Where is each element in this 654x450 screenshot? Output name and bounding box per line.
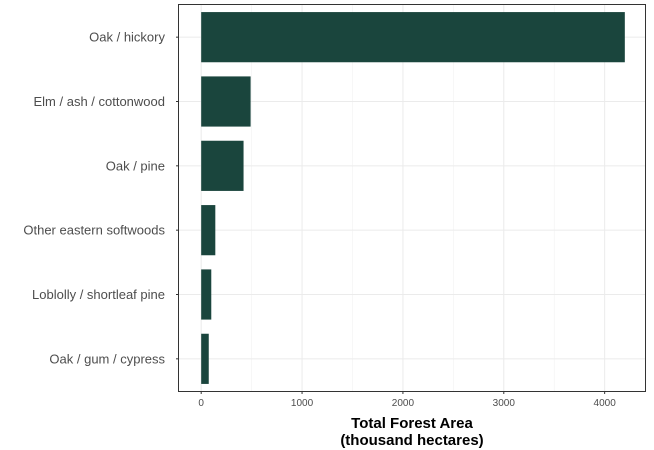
x-tick-labels: 0 1000 2000 3000 4000 — [198, 398, 616, 409]
bar — [201, 269, 212, 320]
axis-ticks — [176, 36, 606, 394]
bar — [201, 12, 625, 63]
x-tick-label: 3000 — [493, 398, 516, 409]
bar — [201, 76, 251, 127]
major-gridlines — [179, 5, 645, 391]
category-label: Oak / gum / cypress — [49, 351, 165, 366]
bar — [201, 205, 216, 256]
minor-gridlines — [251, 5, 555, 391]
category-label: Loblolly / shortleaf pine — [32, 287, 165, 302]
category-label: Other eastern softwoods — [23, 223, 165, 238]
bars — [201, 12, 625, 384]
category-label: Oak / pine — [106, 158, 165, 173]
category-labels: Oak / hickory Elm / ash / cottonwood Oak /… — [23, 30, 165, 367]
bar — [201, 140, 244, 191]
x-tick-label: 4000 — [594, 398, 617, 409]
x-axis-title-line2: (thousand hectares) — [340, 432, 483, 449]
category-label: Oak / hickory — [89, 30, 165, 45]
x-axis-title-line1: Total Forest Area — [351, 415, 473, 432]
x-tick-label: 0 — [198, 398, 204, 409]
x-tick-label: 1000 — [291, 398, 314, 409]
bar — [201, 333, 209, 384]
category-label: Elm / ash / cottonwood — [33, 94, 165, 109]
plot-panel-border — [178, 4, 646, 392]
x-tick-label: 2000 — [392, 398, 415, 409]
